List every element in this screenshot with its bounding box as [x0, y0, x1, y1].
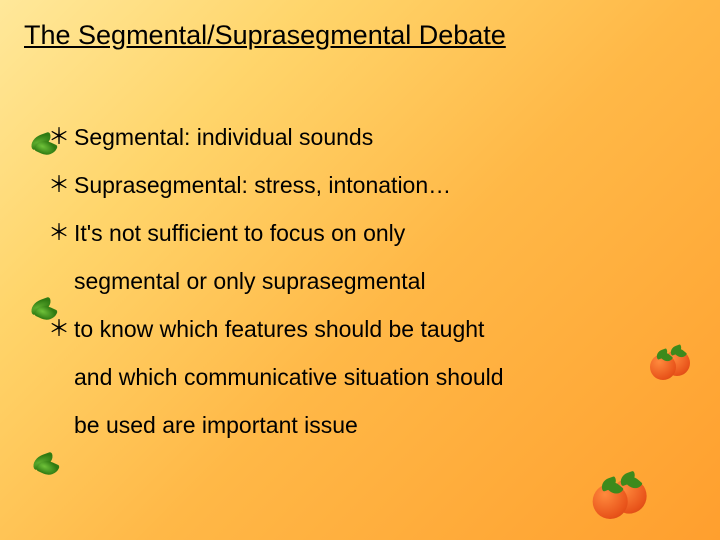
bullet-text: Suprasegmental: stress, intonation… [74, 168, 451, 202]
slide-title: The Segmental/Suprasegmental Debate [24, 20, 506, 51]
leaf-icon [32, 455, 54, 467]
list-item: ＊ Segmental: individual sounds [48, 120, 678, 154]
bullet-text: segmental or only suprasegmental [74, 264, 426, 298]
list-item: ＊ be used are important issue [48, 408, 678, 442]
list-item: ＊ and which communicative situation shou… [48, 360, 678, 394]
bullet-list: ＊ Segmental: individual sounds ＊ Suprase… [48, 120, 678, 456]
bullet-marker: ＊ [48, 216, 74, 250]
bullet-text: Segmental: individual sounds [74, 120, 373, 154]
fruit-icon [590, 465, 652, 519]
list-item: ＊ to know which features should be taugh… [48, 312, 678, 346]
bullet-text: and which communicative situation should [74, 360, 504, 394]
list-item: ＊ segmental or only suprasegmental [48, 264, 678, 298]
bullet-marker: ＊ [48, 312, 74, 346]
list-item: ＊ It's not sufficient to focus on only [48, 216, 678, 250]
bullet-text: to know which features should be taught [74, 312, 484, 346]
list-item: ＊ Suprasegmental: stress, intonation… [48, 168, 678, 202]
bullet-text: It's not sufficient to focus on only [74, 216, 405, 250]
bullet-marker: ＊ [48, 120, 74, 154]
bullet-marker: ＊ [48, 168, 74, 202]
bullet-text: be used are important issue [74, 408, 358, 442]
